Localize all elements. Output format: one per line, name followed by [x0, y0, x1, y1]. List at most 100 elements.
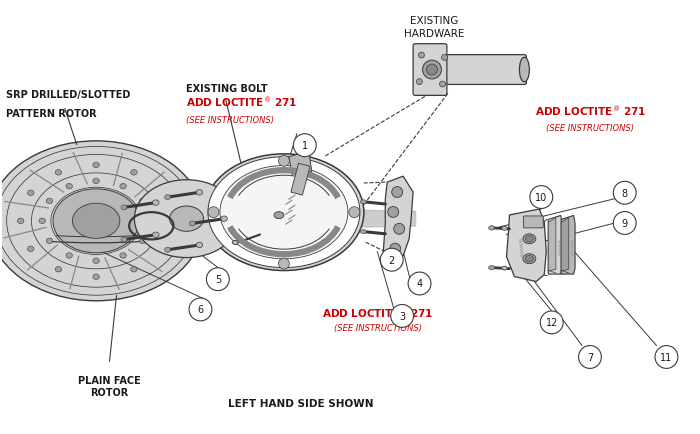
Ellipse shape: [27, 191, 34, 196]
Ellipse shape: [93, 259, 99, 264]
Circle shape: [416, 79, 422, 85]
Text: SRP DRILLED/SLOTTED: SRP DRILLED/SLOTTED: [6, 89, 131, 99]
Circle shape: [349, 207, 360, 218]
Text: 7: 7: [587, 352, 593, 362]
Ellipse shape: [120, 184, 126, 190]
Text: EXISTING BOLT: EXISTING BOLT: [186, 84, 267, 94]
Ellipse shape: [93, 274, 99, 280]
Text: PLAIN FACE
ROTOR: PLAIN FACE ROTOR: [78, 375, 141, 397]
Text: 4: 4: [416, 279, 423, 289]
Ellipse shape: [502, 227, 508, 231]
Circle shape: [530, 186, 553, 209]
Ellipse shape: [158, 191, 164, 196]
Ellipse shape: [196, 243, 202, 248]
Circle shape: [208, 207, 219, 218]
Ellipse shape: [153, 233, 159, 238]
Circle shape: [440, 82, 445, 88]
Ellipse shape: [27, 247, 34, 252]
Polygon shape: [561, 216, 575, 274]
Ellipse shape: [131, 170, 137, 176]
FancyBboxPatch shape: [524, 217, 543, 228]
Text: (SEE INSTRUCTIONS): (SEE INSTRUCTIONS): [186, 115, 274, 125]
Ellipse shape: [121, 237, 127, 243]
Ellipse shape: [72, 204, 120, 239]
Ellipse shape: [169, 219, 175, 224]
Circle shape: [279, 156, 289, 167]
Text: PATTERN ROTOR: PATTERN ROTOR: [6, 108, 97, 118]
Ellipse shape: [164, 248, 171, 253]
Circle shape: [613, 182, 636, 205]
Circle shape: [423, 61, 442, 80]
Circle shape: [655, 346, 678, 368]
Text: (SEE INSTRUCTIONS): (SEE INSTRUCTIONS): [547, 123, 634, 132]
Ellipse shape: [18, 219, 24, 224]
Circle shape: [189, 298, 212, 321]
Circle shape: [419, 53, 424, 59]
Text: ADD LOCTITE$^\circledR$ 271: ADD LOCTITE$^\circledR$ 271: [535, 103, 646, 118]
Ellipse shape: [53, 189, 139, 253]
Polygon shape: [289, 151, 312, 175]
Ellipse shape: [232, 241, 238, 245]
Polygon shape: [507, 210, 546, 282]
Ellipse shape: [196, 190, 202, 196]
Ellipse shape: [274, 212, 284, 219]
Ellipse shape: [523, 254, 536, 264]
Ellipse shape: [139, 239, 146, 244]
Ellipse shape: [147, 219, 153, 224]
Text: 9: 9: [622, 218, 628, 228]
Ellipse shape: [55, 267, 62, 273]
Circle shape: [206, 268, 230, 291]
Circle shape: [388, 207, 399, 218]
Ellipse shape: [526, 256, 533, 262]
Ellipse shape: [66, 184, 72, 190]
Ellipse shape: [121, 205, 127, 210]
Text: 8: 8: [622, 188, 628, 198]
Circle shape: [393, 224, 405, 235]
Ellipse shape: [523, 234, 536, 244]
Ellipse shape: [46, 199, 52, 204]
Ellipse shape: [46, 239, 52, 244]
Text: wilwood: wilwood: [517, 237, 524, 257]
Ellipse shape: [489, 266, 495, 270]
Circle shape: [408, 273, 431, 295]
Ellipse shape: [55, 170, 62, 176]
Ellipse shape: [189, 221, 195, 227]
Text: 3: 3: [399, 311, 405, 321]
Text: 1: 1: [302, 141, 308, 151]
Circle shape: [442, 55, 447, 61]
Ellipse shape: [39, 219, 46, 224]
Circle shape: [293, 135, 316, 157]
Circle shape: [392, 187, 402, 198]
Text: (SEE INSTRUCTIONS): (SEE INSTRUCTIONS): [334, 324, 422, 332]
FancyBboxPatch shape: [413, 45, 447, 96]
Text: wilwood: wilwood: [556, 239, 560, 256]
Bar: [291, 164, 310, 196]
Text: LEFT HAND SIDE SHOWN: LEFT HAND SIDE SHOWN: [228, 398, 373, 408]
Circle shape: [279, 259, 289, 270]
Ellipse shape: [120, 253, 126, 259]
Circle shape: [426, 65, 438, 76]
Circle shape: [391, 305, 414, 328]
Ellipse shape: [502, 266, 508, 270]
Ellipse shape: [220, 166, 348, 259]
Ellipse shape: [526, 236, 533, 243]
Text: EXISTING
HARDWARE: EXISTING HARDWARE: [405, 16, 465, 39]
Ellipse shape: [360, 201, 366, 204]
Polygon shape: [548, 218, 556, 272]
Ellipse shape: [0, 141, 204, 301]
Text: 2: 2: [389, 255, 395, 265]
Polygon shape: [384, 177, 413, 260]
FancyBboxPatch shape: [418, 56, 526, 85]
Ellipse shape: [93, 163, 99, 168]
Circle shape: [540, 311, 563, 334]
Ellipse shape: [153, 201, 159, 206]
Ellipse shape: [93, 179, 99, 184]
Ellipse shape: [208, 158, 360, 268]
Ellipse shape: [169, 207, 204, 232]
Polygon shape: [561, 218, 569, 272]
Text: ADD LOCTITE$^\circledR$ 271: ADD LOCTITE$^\circledR$ 271: [186, 95, 298, 108]
Ellipse shape: [139, 199, 146, 204]
Circle shape: [578, 346, 601, 368]
Ellipse shape: [164, 195, 171, 200]
Ellipse shape: [489, 226, 495, 230]
